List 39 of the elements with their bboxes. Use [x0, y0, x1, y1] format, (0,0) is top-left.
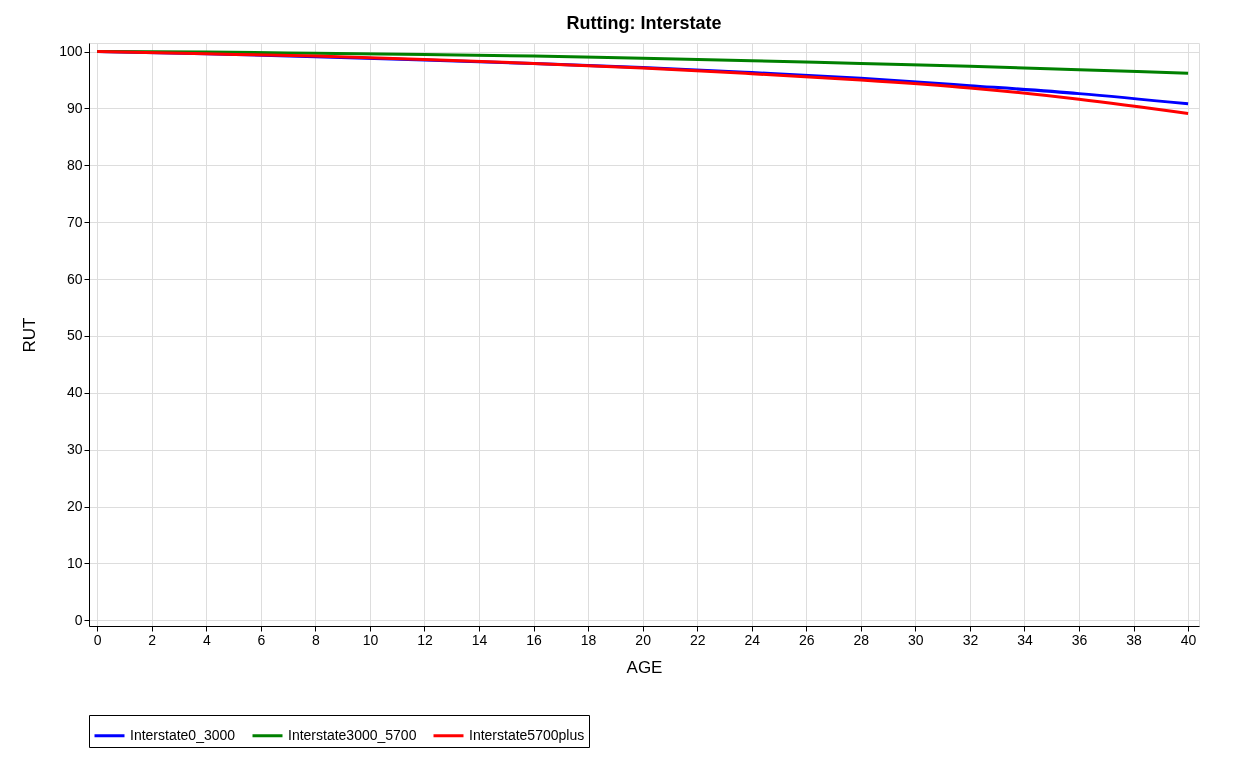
y-tick-label: 30: [66, 441, 83, 458]
y-tick-label: 20: [66, 498, 83, 515]
x-tick-label: 30: [908, 631, 924, 648]
x-tick-label: 26: [798, 631, 815, 648]
legend-label: Interstate5700plus: [469, 726, 585, 743]
x-tick-label: 18: [580, 631, 597, 648]
x-tick-label: 10: [362, 631, 379, 648]
x-tick-label: 12: [417, 631, 433, 648]
y-tick-label: 60: [66, 270, 83, 287]
y-tick-label: 90: [66, 99, 83, 116]
y-tick-label: 100: [59, 43, 83, 60]
x-tick-label: 40: [1180, 631, 1197, 648]
x-tick-label: 0: [93, 631, 102, 648]
x-tick-label: 38: [1126, 631, 1143, 648]
x-tick-label: 6: [257, 631, 266, 648]
legend-label: Interstate0_3000: [130, 726, 236, 743]
y-tick-label: 70: [66, 213, 83, 230]
legend-label: Interstate3000_5700: [288, 726, 417, 743]
line-series: [95, 50, 1190, 116]
x-tick-label: 16: [526, 631, 543, 648]
x-tick-label: 28: [853, 631, 870, 648]
x-tick-label: 8: [311, 631, 320, 648]
x-tick-label: 4: [202, 631, 211, 648]
y-tick-label: 80: [66, 156, 83, 173]
x-tick-label: 22: [689, 631, 706, 648]
x-tick-label: 20: [635, 631, 652, 648]
y-tick-label: 0: [74, 611, 83, 628]
y-axis-title: RUT: [20, 317, 40, 353]
x-tick-label: 34: [1017, 631, 1033, 648]
y-tick-label: 50: [66, 327, 83, 344]
x-tick-label: 36: [1071, 631, 1088, 648]
x-tick-label: 32: [962, 631, 979, 648]
x-tick-label: 14: [471, 631, 488, 648]
x-tick-label: 2: [148, 631, 157, 648]
x-tick-label: 24: [744, 631, 761, 648]
y-tick-label: 10: [66, 554, 83, 571]
chart-title: Rutting: Interstate: [566, 13, 722, 33]
y-tick-label: 40: [66, 384, 83, 401]
x-axis-title: AGE: [626, 657, 663, 677]
